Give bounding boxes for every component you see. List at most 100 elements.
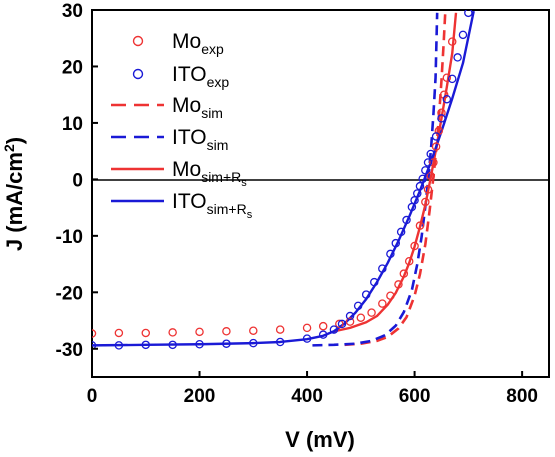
legend-label: ITOexp <box>172 63 229 90</box>
series-ito-sim <box>312 12 439 347</box>
data-point <box>337 319 347 329</box>
data-point <box>249 326 258 335</box>
data-point <box>442 94 452 104</box>
legend-marker <box>132 68 144 80</box>
data-point <box>114 328 124 338</box>
y-tick-label: 30 <box>62 1 83 22</box>
data-point <box>195 340 204 349</box>
plot-area <box>91 9 550 378</box>
legend-label-sub2: s <box>241 177 247 189</box>
legend-label-main: ITO <box>172 190 207 213</box>
data-point <box>431 132 441 141</box>
legend-label-main: ITO <box>172 126 207 149</box>
data-point <box>329 325 339 334</box>
legend-label: Moexp <box>172 30 224 57</box>
data-point <box>437 108 446 118</box>
data-point <box>396 227 406 237</box>
legend-item-ito-sim: ITOsim <box>111 126 228 153</box>
data-point <box>353 301 363 311</box>
data-point <box>431 142 441 151</box>
series-ito-exp <box>92 10 473 350</box>
y-tick-label: 20 <box>62 57 83 78</box>
data-point <box>447 74 457 84</box>
x-tick-label: 200 <box>184 386 216 407</box>
data-point <box>222 327 231 336</box>
data-point <box>386 291 395 300</box>
y-axis-title-main: J (mA/cm <box>2 152 27 251</box>
data-point <box>378 299 387 308</box>
data-point <box>439 90 449 99</box>
data-point <box>415 181 425 191</box>
legend-label-main: ITO <box>172 63 207 86</box>
data-point <box>318 321 328 331</box>
legend-label-main: Mo <box>172 30 201 53</box>
legend-label: Mosim+Rs <box>172 158 247 189</box>
axes-layer: 0 200 400 600 800 -30 -20 -10 0 10 20 30 <box>56 1 538 407</box>
legend-item-mo-sim: Mosim <box>111 94 223 121</box>
legend-label-main: Mo <box>172 94 201 117</box>
data-point <box>302 323 312 333</box>
data-point <box>447 37 457 46</box>
data-point <box>275 337 285 347</box>
data-point <box>378 264 387 273</box>
legend-label-sub: exp <box>207 74 230 90</box>
data-point <box>356 313 366 322</box>
legend-label-main: Mo <box>172 158 201 181</box>
data-point <box>426 149 435 159</box>
data-point <box>437 114 446 123</box>
data-point <box>404 257 414 266</box>
data-point <box>92 329 97 338</box>
data-point <box>361 290 371 299</box>
series-line <box>92 10 475 347</box>
data-point <box>464 10 473 18</box>
data-point <box>275 325 285 334</box>
legend-label-sub: sim+R <box>201 169 241 185</box>
legend-label: ITOsim+Rs <box>172 190 253 221</box>
y-tick-label: 0 <box>72 170 83 191</box>
data-point <box>367 308 376 317</box>
data-point <box>345 311 355 321</box>
x-tick-label: 0 <box>87 386 98 407</box>
data-point <box>141 340 151 350</box>
data-point <box>141 328 151 338</box>
data-point <box>453 53 462 62</box>
data-point <box>318 330 328 339</box>
legend-label-sub: sim+R <box>207 201 247 217</box>
data-point <box>423 185 433 194</box>
data-point <box>402 215 411 225</box>
legend-label: Mosim <box>172 94 223 121</box>
y-axis-title-sup: 2 <box>1 144 17 152</box>
data-point <box>370 277 379 287</box>
x-tick-label: 600 <box>399 386 431 407</box>
legend-item-ito-exp: ITOexp <box>132 63 229 90</box>
legend-label-sub2: s <box>247 209 253 221</box>
data-point <box>345 317 355 326</box>
x-tick-label: 400 <box>291 386 323 407</box>
data-point <box>222 339 231 348</box>
data-point <box>168 340 177 350</box>
series-ito-simrs <box>92 10 475 347</box>
series-mo-exp <box>92 37 457 338</box>
data-point <box>399 269 409 278</box>
y-axis-title-close: ) <box>2 137 27 144</box>
legend-label: ITOsim <box>172 126 228 153</box>
y-tick-label: 10 <box>62 114 83 135</box>
y-tick-label: -10 <box>56 227 83 248</box>
x-tick-label: 800 <box>506 386 538 407</box>
legend-label-sub: sim <box>207 137 229 153</box>
data-point <box>249 338 258 348</box>
data-point <box>410 241 419 251</box>
data-point <box>386 249 395 259</box>
data-point <box>168 328 177 337</box>
legend-marker <box>132 35 144 47</box>
data-point <box>394 280 403 289</box>
legend-item-mo-exp: Moexp <box>132 30 224 57</box>
x-axis-title: V (mV) <box>285 427 355 452</box>
data-point <box>423 158 433 167</box>
data-point <box>442 73 452 83</box>
series-line <box>333 12 458 333</box>
series-mo-simrs <box>333 12 458 333</box>
y-axis-title: J (mA/cm2) <box>1 137 27 251</box>
